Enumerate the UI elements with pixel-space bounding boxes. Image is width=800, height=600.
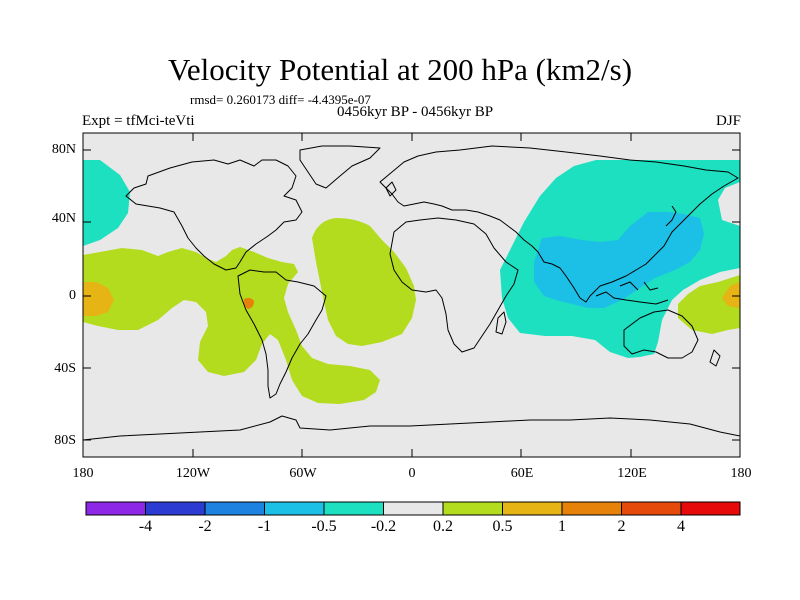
colorbar-label: -0.2 — [370, 518, 397, 535]
season-label: DJF — [715, 113, 741, 129]
x-tick-label: 180 — [730, 466, 752, 481]
contour-positive-atlantic — [312, 218, 416, 346]
experiment-label: Expt = tfMci-teVti — [82, 113, 195, 129]
colorbar-box-7 — [442, 501, 503, 516]
coastline-antarctica — [83, 415, 740, 441]
coastline-africa — [389, 217, 519, 353]
coastline-south-america — [237, 269, 327, 399]
contour-field — [83, 133, 740, 457]
colorbar-label: -2 — [198, 518, 212, 535]
colorbar-label: -1 — [257, 518, 272, 535]
coastline-greenland — [299, 145, 381, 189]
x-tick-label: 120W — [175, 466, 211, 481]
colorbar-box-1 — [85, 501, 146, 516]
map-title: Velocity Potential at 200 hPa (km2/s) — [167, 52, 633, 87]
colorbar-box-10 — [621, 501, 682, 516]
colorbar-box-4 — [264, 501, 325, 516]
coastline-eurasia — [379, 145, 739, 303]
colorbar — [85, 501, 741, 516]
y-tick-label: 40N — [51, 211, 76, 226]
y-tick-label: 80N — [51, 142, 76, 157]
coastline-indonesia — [595, 281, 669, 305]
colorbar-label: 4 — [677, 518, 685, 535]
y-tick-label: 80S — [54, 433, 76, 448]
x-tick-label: 120E — [617, 466, 647, 481]
coastline-madagascar — [495, 311, 507, 335]
colorbar-label: 0.2 — [433, 518, 453, 535]
axis-ticks — [83, 133, 740, 457]
coastlines — [83, 145, 740, 441]
x-tick-label: 60E — [510, 466, 534, 481]
contour-positive-core-east — [722, 282, 740, 308]
contour-negative-northpacific — [83, 160, 130, 246]
x-tick-label: 60W — [289, 466, 317, 481]
colorbar-label: 1 — [558, 518, 566, 535]
colorbar-label: 0.5 — [492, 518, 513, 535]
coastline-australia — [623, 309, 699, 359]
colorbar-label: -0.5 — [311, 518, 337, 535]
colorbar-label: -4 — [138, 518, 153, 535]
y-tick-label: 0 — [69, 288, 76, 303]
colorbar-box-9 — [561, 501, 622, 516]
colorbar-label: 2 — [617, 518, 626, 535]
contour-negative-mid-asia — [534, 212, 704, 308]
coastline-north-america — [125, 159, 303, 271]
x-tick-label: 0 — [408, 466, 416, 481]
colorbar-box-8 — [502, 501, 563, 516]
coastline-british-isles — [385, 181, 397, 197]
contour-positive-east-pacific — [83, 247, 380, 404]
coastline-new-zealand — [709, 349, 721, 367]
colorbar-box-6 — [383, 501, 444, 516]
y-tick-label: 40S — [54, 361, 76, 376]
contour-positive-core-west — [83, 282, 114, 316]
colorbar-box-11 — [680, 501, 741, 516]
colorbar-box-2 — [145, 501, 206, 516]
colorbar-box-3 — [204, 501, 265, 516]
colorbar-box-5 — [323, 501, 384, 516]
stats-label: rmsd= 0.260173 diff= -4.4395e-07 — [190, 92, 371, 107]
contour-positive-core-andes — [243, 297, 254, 309]
coastline-japan — [665, 205, 677, 227]
contour-positive-west-pacific — [678, 275, 740, 334]
map-subtitle: 0456kyr BP - 0456kyr BP — [336, 104, 494, 120]
x-tick-label: 180 — [72, 466, 94, 481]
